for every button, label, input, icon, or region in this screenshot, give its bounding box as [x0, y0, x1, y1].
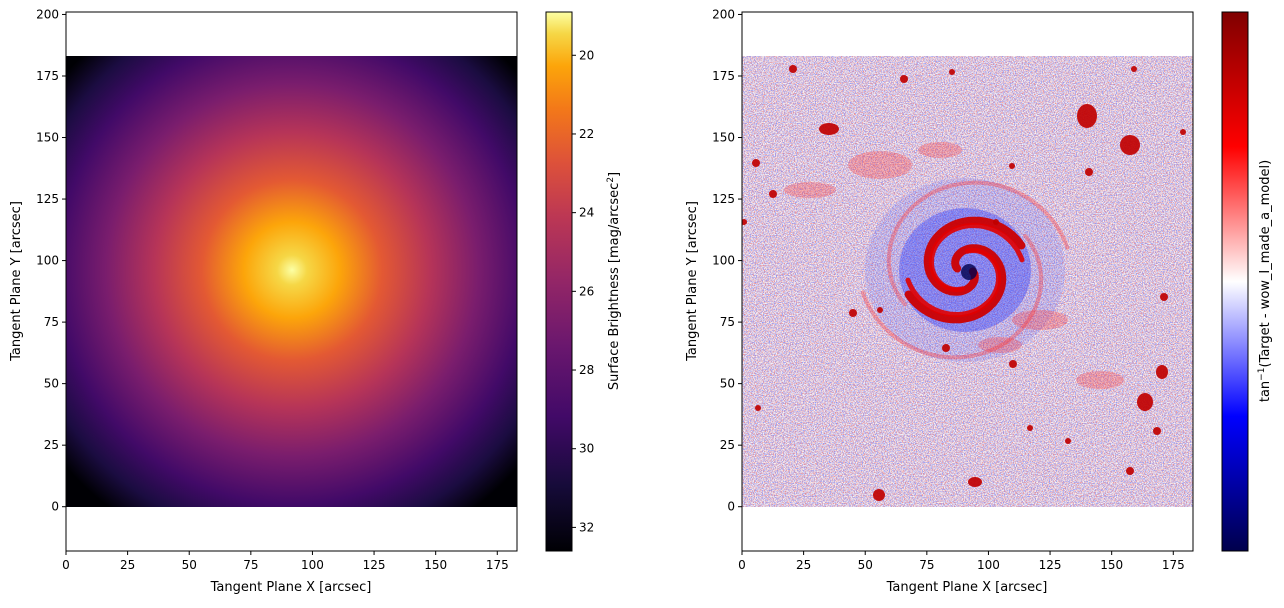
left-xtick-label: 125 — [363, 558, 386, 572]
left-xtick-label: 50 — [182, 558, 197, 572]
right-xtick-label: 25 — [796, 558, 811, 572]
left-y-ticks: 0 25 50 75 100 125 150 175 200 — [36, 7, 66, 514]
right-xtick-label: 75 — [919, 558, 934, 572]
left-y-axis-label: Tangent Plane Y [arcsec] — [9, 201, 24, 362]
right-x-axis-label: Tangent Plane X [arcsec] — [886, 580, 1048, 595]
left-ytick-label: 75 — [44, 315, 59, 329]
left-xtick-label: 75 — [243, 558, 258, 572]
right-ytick-label: 125 — [712, 192, 735, 206]
left-colorbar-ticks: 20 22 24 26 28 30 32 — [572, 48, 594, 534]
right-xtick-label: 125 — [1039, 558, 1062, 572]
left-x-ticks: 0 25 50 75 100 125 150 175 — [62, 551, 509, 572]
residual-features — [742, 65, 1186, 501]
left-x-axis-label: Tangent Plane X [arcsec] — [210, 580, 372, 595]
left-ytick-label: 125 — [36, 192, 59, 206]
right-ytick-label: 0 — [727, 500, 735, 514]
left-xtick-label: 175 — [486, 558, 509, 572]
left-colorbar-tick-label: 26 — [579, 284, 594, 298]
left-axes-frame — [65, 11, 518, 552]
right-xtick-label: 100 — [977, 558, 1000, 572]
right-y-ticks: 0 25 50 75 100 125 150 175 200 — [712, 7, 742, 514]
right-x-ticks: 0 25 50 75 100 125 150 175 — [738, 551, 1185, 572]
left-ytick-label: 0 — [51, 500, 59, 514]
left-colorbar-tick-label: 20 — [579, 48, 594, 62]
left-colorbar-tick-label: 28 — [579, 363, 594, 377]
right-ytick-label: 200 — [712, 7, 735, 21]
right-panel: 0 25 50 75 100 125 150 175 0 25 50 75 100 125 150 175 2… — [685, 7, 1273, 595]
left-panel: 0 25 50 75 100 125 150 175 0 25 50 75 100 125 150 175 2… — [9, 7, 622, 595]
right-ytick-label: 150 — [712, 131, 735, 145]
right-xtick-label: 0 — [738, 558, 746, 572]
left-ytick-label: 25 — [44, 438, 59, 452]
left-ytick-label: 100 — [36, 254, 59, 268]
model-image — [66, 56, 517, 507]
left-colorbar — [545, 11, 573, 552]
right-ytick-label: 25 — [720, 438, 735, 452]
right-ytick-label: 75 — [720, 315, 735, 329]
left-ytick-label: 150 — [36, 131, 59, 145]
right-ytick-label: 100 — [712, 254, 735, 268]
left-colorbar-tick-label: 24 — [579, 206, 594, 220]
left-colorbar-tick-label: 22 — [579, 127, 594, 141]
right-y-axis-label: Tangent Plane Y [arcsec] — [685, 201, 700, 362]
right-xtick-label: 50 — [858, 558, 873, 572]
left-xtick-label: 100 — [301, 558, 324, 572]
residual-image — [742, 56, 1193, 507]
left-xtick-label: 25 — [120, 558, 135, 572]
right-ytick-label: 175 — [712, 69, 735, 83]
left-xtick-label: 150 — [424, 558, 447, 572]
right-xtick-label: 150 — [1100, 558, 1123, 572]
left-colorbar-tick-label: 30 — [579, 442, 594, 456]
right-axes-frame — [741, 11, 1194, 552]
left-ytick-label: 175 — [36, 69, 59, 83]
right-xtick-label: 175 — [1162, 558, 1185, 572]
left-colorbar-tick-label: 32 — [579, 520, 594, 534]
left-ytick-label: 50 — [44, 377, 59, 391]
right-colorbar — [1221, 11, 1249, 552]
left-colorbar-label: Surface Brightness [mag/arcsec2] — [606, 172, 622, 390]
right-colorbar-label: tan−1(Target - wow_I_made_a_model) — [1257, 160, 1273, 402]
left-xtick-label: 0 — [62, 558, 70, 572]
right-ytick-label: 50 — [720, 377, 735, 391]
left-ytick-label: 200 — [36, 7, 59, 21]
